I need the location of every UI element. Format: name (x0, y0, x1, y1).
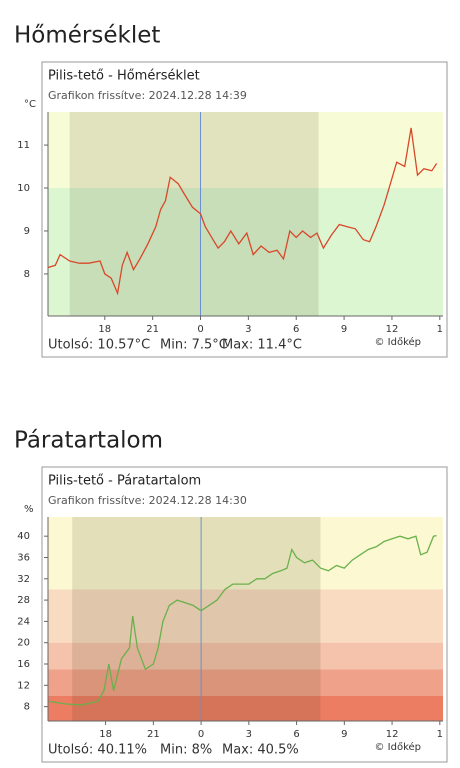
chart-title: Pilis-tető - Páratartalom (48, 474, 201, 489)
x-tick-label: 21 (146, 324, 159, 335)
y-unit: °C (24, 99, 36, 110)
y-tick-label: 20 (17, 638, 30, 649)
band (48, 669, 443, 696)
heading: Hőmérséklet (14, 23, 160, 49)
x-tick-label: 18 (99, 729, 112, 740)
stat: Utolsó: 40.11% (48, 743, 147, 758)
y-tick-label: 11 (17, 140, 30, 151)
night-shade (69, 112, 319, 316)
y-unit: % (24, 504, 34, 515)
y-tick-label: 12 (17, 680, 30, 691)
x-tick-label: 1 (437, 729, 443, 740)
band (48, 517, 443, 590)
x-tick-label: 6 (293, 324, 299, 335)
x-tick-label: 0 (197, 324, 203, 335)
y-tick-label: 36 (17, 552, 30, 563)
x-tick-label: 1 (437, 324, 443, 335)
credit: © Időkép (374, 336, 421, 348)
chart-subtitle: Grafikon frissítve: 2024.12.28 14:30 (48, 494, 247, 507)
data-line (48, 534, 437, 706)
y-tick-label: 40 (17, 531, 30, 542)
chart-subtitle: Grafikon frissítve: 2024.12.28 14:39 (48, 89, 247, 102)
stat: Max: 11.4°C (222, 338, 302, 353)
x-tick-label: 0 (198, 729, 204, 740)
x-tick-label: 9 (341, 324, 347, 335)
y-tick-label: 16 (17, 659, 30, 670)
night-shade (72, 517, 321, 721)
band (48, 695, 443, 721)
y-tick-label: 24 (17, 616, 30, 627)
stat: Min: 7.5°C (160, 338, 228, 353)
x-tick-label: 9 (341, 729, 347, 740)
stat: Max: 40.5% (222, 743, 299, 758)
x-tick-label: 18 (98, 324, 111, 335)
y-tick-label: 10 (17, 183, 30, 194)
heading: Páratartalom (14, 428, 163, 454)
y-tick-label: 28 (17, 595, 30, 606)
y-tick-label: 8 (24, 269, 30, 280)
x-tick-label: 3 (245, 324, 251, 335)
y-tick-label: 9 (24, 226, 30, 237)
y-tick-label: 32 (17, 574, 30, 585)
band (48, 112, 443, 189)
x-tick-label: 6 (293, 729, 299, 740)
stat: Min: 8% (160, 743, 212, 758)
band (48, 589, 443, 643)
band (48, 642, 443, 670)
data-line (47, 127, 438, 296)
band (48, 188, 443, 316)
x-tick-label: 21 (147, 729, 160, 740)
credit: © Időkép (374, 741, 421, 753)
chart-title: Pilis-tető - Hőmérséklet (48, 69, 200, 84)
stat: Utolsó: 10.57°C (48, 338, 150, 353)
y-tick-label: 8 (24, 702, 30, 713)
x-tick-label: 3 (246, 729, 252, 740)
x-tick-label: 12 (386, 324, 399, 335)
x-tick-label: 12 (386, 729, 399, 740)
